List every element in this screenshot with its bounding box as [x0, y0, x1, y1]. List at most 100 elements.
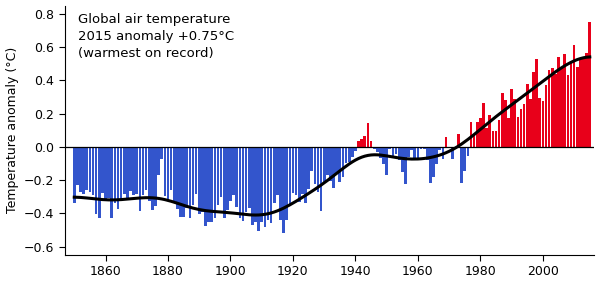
Bar [479, 118, 482, 147]
Bar [282, 147, 285, 233]
Bar [495, 131, 497, 147]
Bar [445, 137, 448, 147]
Bar [413, 147, 416, 158]
Bar [566, 75, 569, 147]
Bar [535, 59, 538, 147]
Bar [348, 147, 350, 162]
Bar [351, 147, 353, 157]
Bar [176, 147, 179, 209]
Bar [476, 122, 479, 147]
Bar [332, 147, 335, 188]
Bar [248, 147, 251, 208]
Bar [85, 147, 88, 190]
Bar [145, 147, 148, 191]
Bar [104, 147, 107, 199]
Bar [133, 147, 135, 195]
Bar [398, 147, 401, 160]
Bar [545, 85, 547, 147]
Bar [367, 123, 369, 147]
Bar [260, 147, 263, 222]
Bar [251, 147, 254, 225]
Bar [501, 93, 503, 147]
Bar [182, 147, 185, 217]
Bar [226, 147, 229, 210]
Bar [270, 147, 272, 224]
Bar [473, 135, 475, 147]
Bar [301, 147, 304, 194]
Bar [491, 131, 494, 147]
Bar [223, 147, 226, 218]
Bar [520, 109, 523, 147]
Bar [514, 99, 516, 147]
Bar [439, 147, 441, 150]
Bar [482, 103, 485, 147]
Bar [388, 147, 391, 149]
Bar [523, 104, 526, 147]
Bar [429, 147, 432, 183]
Bar [79, 147, 82, 192]
Bar [123, 147, 125, 195]
Bar [157, 147, 160, 175]
Bar [364, 136, 366, 147]
Bar [354, 147, 357, 151]
Bar [257, 147, 260, 231]
Bar [317, 147, 319, 193]
Bar [507, 118, 510, 147]
Bar [511, 89, 513, 147]
Bar [279, 147, 282, 220]
Bar [120, 147, 122, 199]
Bar [392, 147, 394, 156]
Bar [460, 147, 463, 183]
Bar [76, 147, 79, 185]
Bar [82, 147, 85, 194]
Bar [554, 74, 557, 147]
Bar [126, 147, 129, 198]
Bar [263, 147, 266, 227]
Bar [107, 147, 110, 198]
Bar [361, 139, 363, 147]
Bar [589, 22, 591, 147]
Bar [576, 67, 578, 147]
Bar [235, 147, 238, 207]
Bar [170, 147, 172, 190]
Bar [273, 147, 275, 203]
Bar [557, 57, 560, 147]
Bar [204, 147, 207, 226]
Bar [551, 68, 554, 147]
Bar [148, 147, 151, 201]
Bar [401, 147, 404, 172]
Bar [198, 147, 200, 214]
Bar [329, 147, 332, 181]
Bar [139, 147, 141, 211]
Bar [488, 115, 491, 147]
Bar [314, 147, 316, 184]
Bar [338, 147, 341, 182]
Bar [173, 147, 176, 201]
Bar [370, 141, 373, 147]
Bar [160, 147, 163, 159]
Bar [385, 147, 388, 175]
Bar [335, 147, 338, 174]
Bar [295, 147, 298, 195]
Bar [579, 59, 582, 147]
Bar [151, 147, 154, 210]
Bar [110, 147, 113, 218]
Bar [529, 99, 532, 147]
Bar [432, 147, 435, 177]
Bar [232, 147, 235, 195]
Bar [292, 147, 294, 193]
Bar [373, 147, 376, 149]
Bar [95, 147, 97, 214]
Bar [395, 147, 397, 154]
Bar [286, 147, 288, 220]
Bar [376, 147, 379, 152]
Bar [239, 147, 241, 218]
Bar [526, 84, 529, 147]
Bar [89, 147, 91, 192]
Bar [266, 147, 269, 220]
Bar [92, 147, 94, 195]
Bar [498, 120, 500, 147]
Bar [220, 147, 223, 197]
Bar [185, 147, 188, 208]
Bar [345, 147, 347, 163]
